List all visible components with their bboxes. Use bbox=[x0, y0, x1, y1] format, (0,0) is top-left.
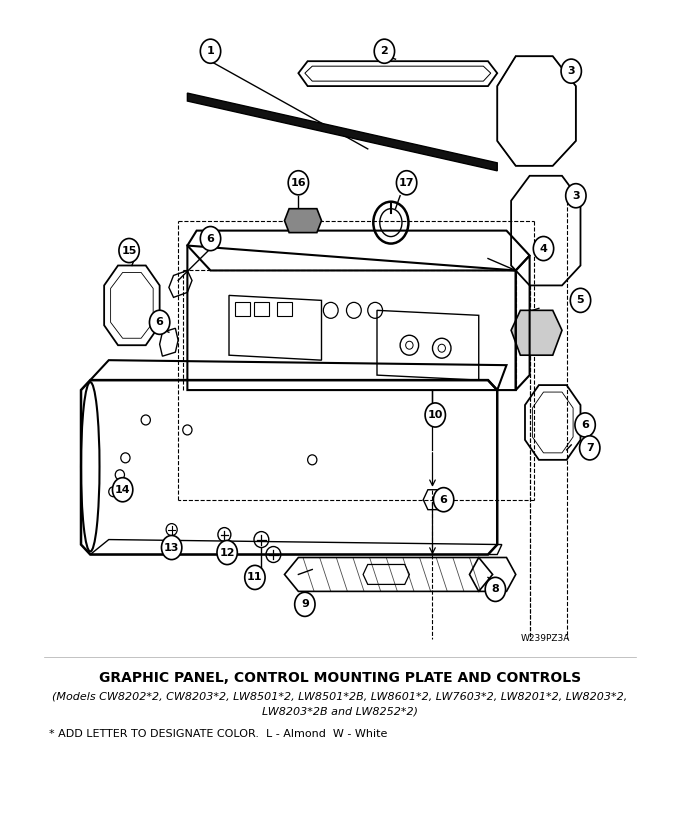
Ellipse shape bbox=[579, 436, 600, 460]
Ellipse shape bbox=[288, 171, 309, 195]
Text: 8: 8 bbox=[492, 584, 499, 594]
Ellipse shape bbox=[150, 310, 170, 335]
Text: 14: 14 bbox=[115, 485, 131, 495]
Text: LW8203*2B and LW8252*2): LW8203*2B and LW8252*2) bbox=[262, 707, 418, 717]
Ellipse shape bbox=[433, 487, 454, 512]
Ellipse shape bbox=[571, 289, 591, 312]
Ellipse shape bbox=[374, 39, 394, 63]
Ellipse shape bbox=[561, 59, 581, 83]
Polygon shape bbox=[188, 93, 497, 171]
Polygon shape bbox=[511, 311, 562, 355]
Ellipse shape bbox=[396, 171, 417, 195]
Text: 2: 2 bbox=[381, 46, 388, 56]
Text: 15: 15 bbox=[122, 246, 137, 256]
Ellipse shape bbox=[201, 227, 221, 251]
Text: 3: 3 bbox=[572, 191, 579, 201]
Text: 13: 13 bbox=[164, 543, 180, 552]
Ellipse shape bbox=[425, 403, 445, 427]
Ellipse shape bbox=[575, 413, 595, 437]
Text: 12: 12 bbox=[220, 547, 235, 557]
Text: * ADD LETTER TO DESIGNATE COLOR.  L - Almond  W - White: * ADD LETTER TO DESIGNATE COLOR. L - Alm… bbox=[49, 729, 387, 739]
Ellipse shape bbox=[245, 566, 265, 589]
Ellipse shape bbox=[119, 238, 139, 262]
Text: 6: 6 bbox=[440, 495, 447, 505]
Ellipse shape bbox=[533, 237, 554, 261]
Text: W239PZ3A: W239PZ3A bbox=[520, 635, 570, 644]
Ellipse shape bbox=[217, 540, 237, 565]
Text: 6: 6 bbox=[207, 233, 214, 243]
Text: 16: 16 bbox=[290, 178, 306, 187]
Ellipse shape bbox=[486, 577, 505, 602]
Text: 9: 9 bbox=[301, 599, 309, 609]
Text: 10: 10 bbox=[428, 410, 443, 420]
Ellipse shape bbox=[566, 183, 586, 208]
Text: 6: 6 bbox=[581, 420, 589, 430]
Text: 1: 1 bbox=[207, 46, 214, 56]
Ellipse shape bbox=[112, 478, 133, 501]
Text: GRAPHIC PANEL, CONTROL MOUNTING PLATE AND CONTROLS: GRAPHIC PANEL, CONTROL MOUNTING PLATE AN… bbox=[99, 671, 581, 685]
Ellipse shape bbox=[161, 535, 182, 560]
Text: 4: 4 bbox=[539, 243, 547, 253]
Text: 6: 6 bbox=[156, 317, 164, 327]
Ellipse shape bbox=[294, 593, 315, 616]
Text: 11: 11 bbox=[247, 572, 262, 583]
Text: 5: 5 bbox=[577, 295, 584, 306]
Text: 7: 7 bbox=[586, 443, 594, 453]
Polygon shape bbox=[284, 209, 322, 233]
Text: 17: 17 bbox=[399, 178, 414, 187]
Ellipse shape bbox=[201, 39, 221, 63]
Text: 3: 3 bbox=[567, 66, 575, 76]
Text: (Models CW8202*2, CW8203*2, LW8501*2, LW8501*2B, LW8601*2, LW7603*2, LW8201*2, L: (Models CW8202*2, CW8203*2, LW8501*2, LW… bbox=[52, 691, 628, 701]
